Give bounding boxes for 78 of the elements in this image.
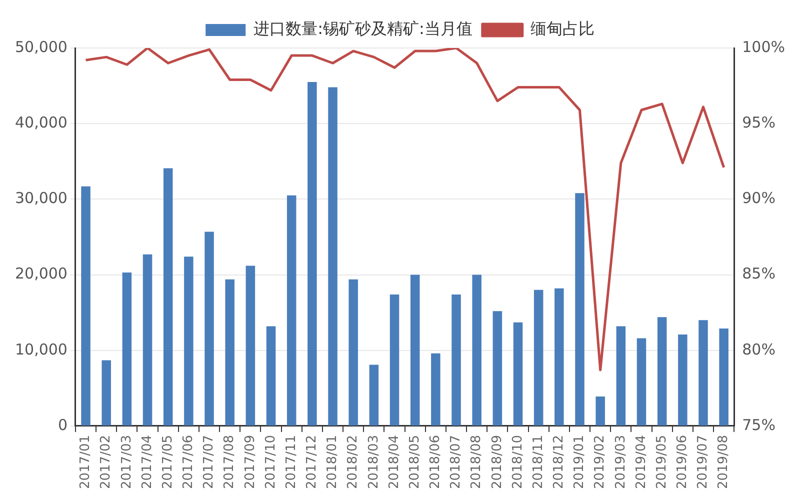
x-tick-label: 2018/06 (428, 434, 444, 490)
x-tick-label: 2018/08 (469, 434, 484, 490)
y-tick-label: 30,000 (14, 189, 68, 208)
bar (204, 232, 214, 426)
bar (286, 195, 296, 426)
bar (246, 266, 256, 426)
bar (410, 274, 420, 426)
x-tick-label: 2018/03 (366, 434, 382, 490)
x-tick-label: 2018/10 (510, 434, 526, 490)
bar (596, 396, 605, 426)
x-tick-label: 2018/02 (346, 434, 361, 490)
x-tick-label: 2018/09 (490, 434, 505, 490)
bar (616, 326, 626, 426)
bar (348, 279, 358, 426)
x-tick-label: 2019/02 (592, 434, 608, 490)
bar (657, 317, 667, 426)
bar (636, 338, 646, 426)
x-tick-label: 2019/01 (572, 434, 588, 490)
x-tick-label: 2017/03 (119, 434, 134, 490)
x-tick-label: 2017/01 (78, 434, 94, 490)
bar (719, 328, 728, 426)
x-tick-label: 2019/04 (634, 434, 649, 490)
bar (225, 279, 234, 426)
x-tick-label: 2019/07 (696, 434, 711, 490)
y2-tick-label: 95% (742, 113, 776, 132)
x-tick-label: 2019/06 (675, 434, 690, 490)
y-tick-label: 50,000 (14, 38, 68, 56)
y2-tick-label: 100% (742, 38, 786, 56)
x-tick-label: 2019/03 (613, 434, 628, 490)
x-tick-label: 2017/04 (140, 434, 155, 490)
x-tick-label: 2017/05 (160, 434, 176, 490)
x-tick-label: 2018/11 (530, 434, 546, 490)
x-tick-label: 2018/01 (325, 434, 340, 490)
x-tick-label: 2017/12 (304, 434, 320, 490)
x-tick-label: 2017/09 (242, 434, 258, 490)
bar (328, 87, 338, 426)
y-tick-label: 10,000 (14, 340, 68, 358)
x-tick-label: 2017/07 (202, 434, 217, 490)
x-tick-label: 2019/08 (716, 434, 732, 490)
bar (142, 254, 152, 426)
bar (575, 193, 584, 426)
y-tick-label: 20,000 (14, 264, 68, 283)
legend-label: 进口数量:锡矿砂及精矿:当月值 (254, 19, 472, 38)
x-tick-label: 2017/06 (181, 434, 196, 490)
x-tick-label: 2018/12 (552, 434, 567, 490)
x-tick-label: 2017/08 (222, 434, 238, 490)
x-tick-label: 2019/05 (654, 434, 670, 490)
bar (308, 82, 317, 426)
y-tick-label: 0 (58, 416, 68, 434)
bar (534, 290, 544, 426)
bar (431, 353, 440, 426)
y2-tick-label: 80% (742, 340, 776, 358)
x-tick-label: 2018/05 (407, 434, 422, 490)
bar (513, 322, 523, 426)
x-tick-label: 2018/07 (448, 434, 464, 490)
bar (122, 272, 132, 426)
x-tick-label: 2018/04 (386, 434, 402, 490)
bar (492, 311, 502, 426)
bar (678, 334, 688, 426)
y-tick-label: 40,000 (14, 113, 68, 132)
bar (698, 320, 708, 426)
y2-tick-label: 75% (742, 416, 776, 434)
bar (390, 294, 400, 426)
bar (81, 186, 90, 426)
bar (163, 168, 173, 426)
y2-tick-label: 90% (742, 189, 776, 208)
x-tick-label: 2017/10 (263, 434, 278, 490)
bar (184, 256, 194, 426)
y2-tick-label: 85% (742, 264, 776, 283)
bar (452, 294, 461, 426)
legend-label: 缅甸占比 (530, 19, 594, 38)
x-tick-label: 2017/02 (98, 434, 114, 490)
bar (369, 364, 379, 426)
bar (266, 326, 276, 426)
bar (102, 360, 111, 426)
bar (472, 274, 482, 426)
x-tick-label: 2017/11 (284, 434, 299, 490)
bar (554, 288, 564, 426)
